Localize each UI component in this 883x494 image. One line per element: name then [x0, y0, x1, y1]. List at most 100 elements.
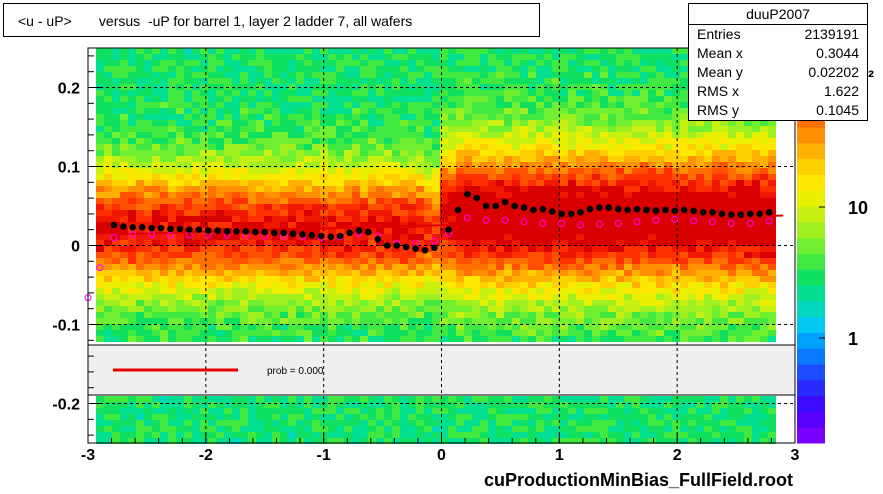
heatmap-cell — [240, 60, 248, 66]
heatmap-cell — [256, 402, 264, 408]
heatmap-cell — [536, 150, 544, 156]
heatmap-cell — [544, 126, 552, 132]
profile-point — [624, 206, 631, 214]
heatmap-cell — [680, 186, 688, 192]
heatmap-cell — [520, 396, 528, 402]
heatmap-cell — [672, 282, 680, 288]
heatmap-cell — [712, 288, 720, 294]
heatmap-cell — [296, 300, 304, 306]
heatmap-cell — [232, 66, 240, 72]
heatmap-cell — [656, 126, 664, 132]
heatmap-cell — [616, 420, 624, 426]
heatmap-cell — [112, 78, 120, 84]
heatmap-cell — [496, 294, 504, 300]
heatmap-cell — [680, 240, 688, 246]
heatmap-cell — [200, 252, 208, 258]
heatmap-cell — [248, 222, 256, 228]
heatmap-cell — [768, 276, 776, 282]
heatmap-cell — [712, 432, 720, 438]
heatmap-cell — [568, 168, 576, 174]
heatmap-cell — [96, 132, 104, 138]
heatmap-cell — [536, 336, 544, 342]
heatmap-cell — [488, 216, 496, 222]
heatmap-cell — [160, 408, 168, 414]
heatmap-cell — [704, 240, 712, 246]
heatmap-cell — [448, 186, 456, 192]
heatmap-cell — [120, 162, 128, 168]
heatmap-cell — [736, 198, 744, 204]
heatmap-cell — [520, 138, 528, 144]
heatmap-cell — [432, 102, 440, 108]
heatmap-cell — [216, 162, 224, 168]
heatmap-cell — [520, 132, 528, 138]
heatmap-cell — [240, 264, 248, 270]
heatmap-cell — [464, 258, 472, 264]
heatmap-cell — [680, 294, 688, 300]
heatmap-cell — [768, 438, 776, 444]
heatmap-cell — [376, 54, 384, 60]
heatmap-cell — [648, 396, 656, 402]
heatmap-cell — [728, 132, 736, 138]
heatmap-cell — [424, 60, 432, 66]
heatmap-cell — [128, 318, 136, 324]
heatmap-cell — [560, 90, 568, 96]
heatmap-cell — [352, 162, 360, 168]
heatmap-cell — [120, 294, 128, 300]
heatmap-cell — [248, 138, 256, 144]
heatmap-cell — [544, 432, 552, 438]
heatmap-cell — [296, 204, 304, 210]
heatmap-cell — [608, 132, 616, 138]
heatmap-cell — [720, 318, 728, 324]
heatmap-cell — [656, 90, 664, 96]
heatmap-cell — [112, 216, 120, 222]
heatmap-cell — [96, 264, 104, 270]
heatmap-cell — [376, 120, 384, 126]
heatmap-cell — [736, 162, 744, 168]
heatmap-cell — [464, 210, 472, 216]
heatmap-cell — [448, 66, 456, 72]
heatmap-cell — [232, 282, 240, 288]
heatmap-cell — [240, 126, 248, 132]
heatmap-cell — [744, 228, 752, 234]
heatmap-cell — [256, 312, 264, 318]
heatmap-cell — [104, 420, 112, 426]
heatmap-cell — [664, 126, 672, 132]
heatmap-cell — [416, 48, 424, 54]
heatmap-cell — [440, 126, 448, 132]
heatmap-cell — [328, 426, 336, 432]
heatmap-cell — [184, 108, 192, 114]
heatmap-cell — [352, 402, 360, 408]
heatmap-cell — [592, 426, 600, 432]
heatmap-cell — [224, 336, 232, 342]
heatmap-cell — [224, 270, 232, 276]
heatmap-cell — [592, 408, 600, 414]
heatmap-cell — [256, 132, 264, 138]
heatmap-cell — [296, 426, 304, 432]
heatmap-cell — [136, 168, 144, 174]
heatmap-cell — [440, 246, 448, 252]
heatmap-cell — [760, 240, 768, 246]
heatmap-cell — [184, 252, 192, 258]
heatmap-cell — [120, 252, 128, 258]
heatmap-cell — [376, 222, 384, 228]
heatmap-cell — [688, 420, 696, 426]
heatmap-cell — [768, 408, 776, 414]
heatmap-cell — [376, 438, 384, 444]
heatmap-cell — [176, 192, 184, 198]
heatmap-cell — [288, 150, 296, 156]
heatmap-cell — [512, 60, 520, 66]
heatmap-cell — [664, 72, 672, 78]
heatmap-cell — [144, 132, 152, 138]
heatmap-cell — [424, 258, 432, 264]
heatmap-cell — [544, 276, 552, 282]
heatmap-cell — [440, 396, 448, 402]
profile-point — [567, 210, 575, 218]
heatmap-cell — [768, 288, 776, 294]
heatmap-cell — [200, 210, 208, 216]
heatmap-cell — [768, 240, 776, 246]
heatmap-cell — [104, 402, 112, 408]
heatmap-cell — [464, 138, 472, 144]
heatmap-cell — [440, 252, 448, 258]
heatmap-cell — [120, 126, 128, 132]
heatmap-cell — [104, 132, 112, 138]
